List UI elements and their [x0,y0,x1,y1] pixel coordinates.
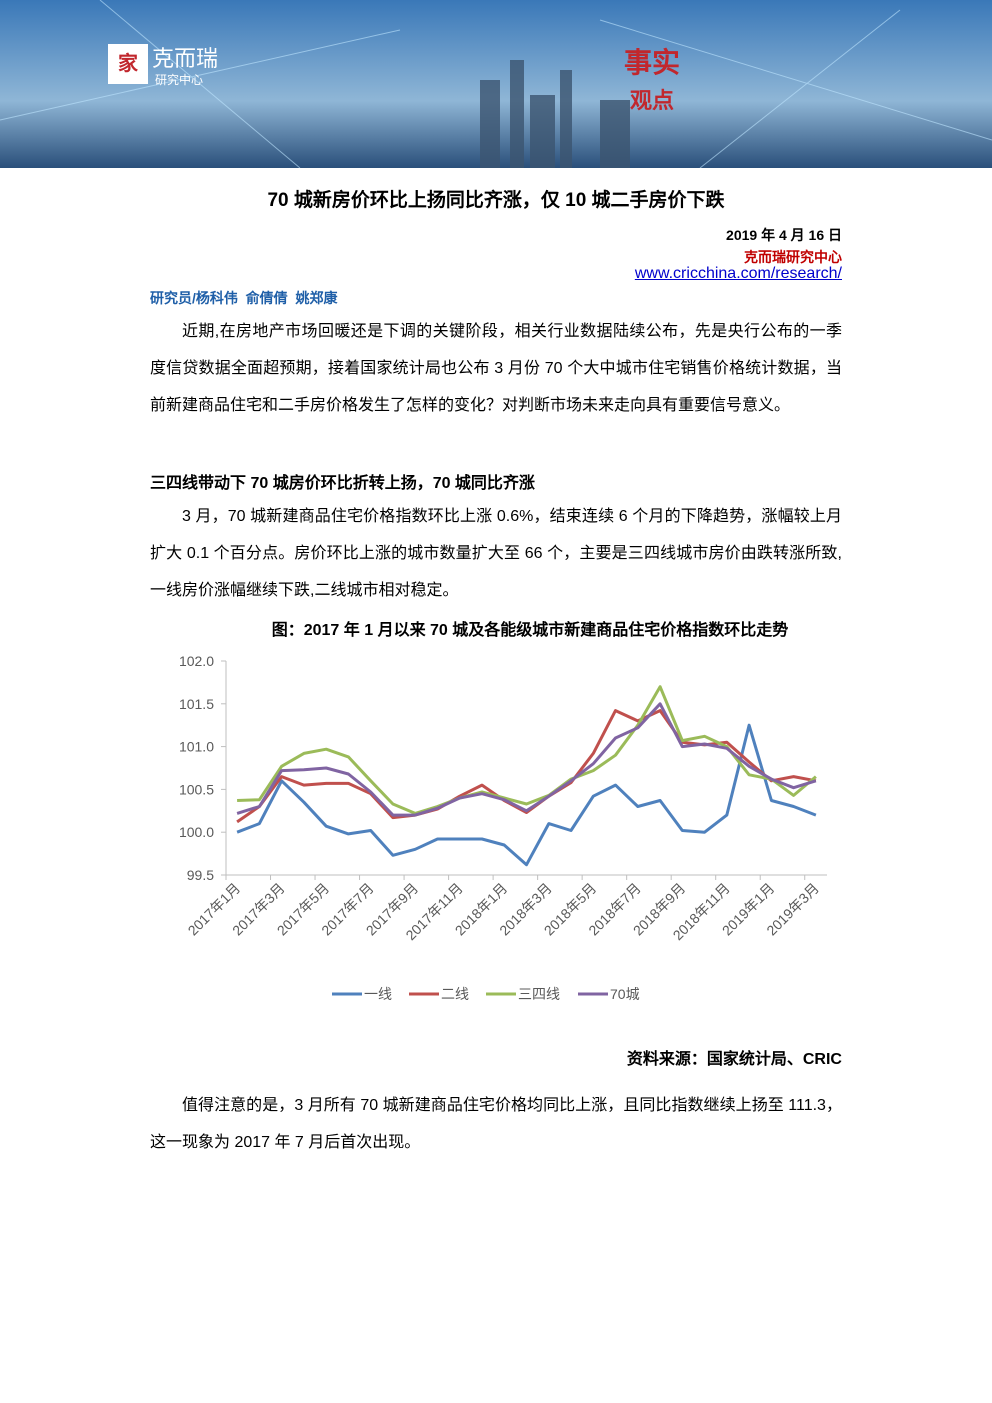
series-line [236,723,817,867]
series-line [237,685,817,815]
url[interactable]: www.cricchina.com/research/ [634,265,842,282]
y-tick-label: 101.5 [179,696,214,712]
y-tick-label: 101.0 [179,739,214,755]
banner: 家 克而瑞 研究中心 事实 观点 [0,0,992,168]
logo-sub: 研究中心 [155,72,203,87]
chart: 99.5100.0100.5101.0101.5102.02017年1月2017… [179,653,827,1002]
logo-main: 克而瑞 [152,46,218,71]
slogan: 事实 [624,46,680,78]
y-tick-label: 100.0 [179,824,214,840]
legend-label: 三四线 [518,986,560,1002]
org: 克而瑞研究中心 [744,249,842,265]
paragraph: 值得注意的是，3 月所有 70 城新建商品住宅价格均同比上涨，且同比指数继续上扬… [150,1097,842,1151]
legend-label: 一线 [364,986,392,1002]
chart-title: 图：2017 年 1 月以来 70 城及各能级城市新建商品住宅价格指数环比走势 [271,622,789,639]
date: 2019 年 4 月 16 日 [726,227,842,243]
svg-text:家: 家 [118,51,139,75]
title: 70 城新房价环比上扬同比齐涨，仅 10 城二手房价下跌 [267,190,725,211]
slogan: 观点 [630,88,674,113]
source: 资料来源：国家统计局、CRIC [626,1051,842,1068]
y-tick-label: 99.5 [187,867,214,883]
series-line [236,702,817,817]
section-heading: 三四线带动下 70 城房价环比折转上扬，70 城同比齐涨 [150,475,535,492]
paragraph: 3 月，70 城新建商品住宅价格指数环比上涨 0.6%，结束连续 6 个月的下降… [150,508,842,599]
legend-label: 二线 [441,986,469,1002]
paragraph: 近期,在房地产市场回暖还是下调的关键阶段，相关行业数据陆续公布，先是央行公布的一… [150,323,842,414]
y-tick-label: 100.5 [179,781,214,797]
legend-label: 70城 [610,986,640,1002]
authors: 研究员/杨科伟 俞倩倩 姚郑康 [150,290,338,306]
y-tick-label: 102.0 [179,653,214,669]
